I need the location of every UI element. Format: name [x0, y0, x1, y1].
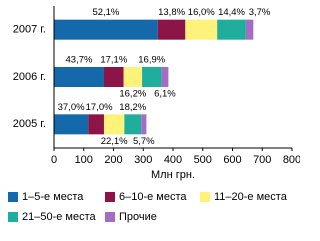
- x-tick-label: 700: [253, 154, 271, 166]
- share-label: 14,4%: [218, 7, 245, 18]
- legend-label: 6–10-е места: [119, 191, 187, 203]
- bar-segment: [54, 67, 104, 87]
- legend-swatch: [105, 212, 115, 222]
- legend-label: 21–50-е места: [22, 211, 97, 223]
- share-label: 16,2%: [119, 89, 146, 100]
- x-tick-label: 800: [283, 154, 300, 166]
- bar-segment: [141, 114, 147, 135]
- legend-swatch: [8, 192, 18, 202]
- legend-swatch: [200, 192, 210, 202]
- bar-segment: [54, 19, 158, 40]
- x-tick-label: 600: [223, 154, 241, 166]
- x-tick-label: 0: [51, 154, 57, 166]
- share-label: 43,7%: [66, 55, 93, 66]
- share-label: 17,0%: [86, 102, 113, 113]
- x-tick-label: 500: [194, 154, 212, 166]
- bar-segment: [142, 67, 162, 87]
- bar-segment: [103, 67, 124, 87]
- share-label: 52,1%: [92, 7, 119, 18]
- x-tick-label: 100: [75, 154, 93, 166]
- share-label: 6,1%: [154, 89, 176, 100]
- bar-segment: [124, 114, 142, 135]
- share-label: 3,7%: [249, 7, 271, 18]
- share-label: 22,1%: [101, 136, 128, 147]
- legend-label: 11–20-е места: [214, 191, 288, 203]
- x-tick-label: 400: [164, 154, 182, 166]
- bar-segment: [161, 67, 169, 87]
- legend-swatch: [8, 212, 18, 222]
- y-tick-label: 2007 г.: [13, 24, 46, 36]
- bar-segment: [245, 19, 254, 40]
- share-label: 37,0%: [58, 102, 85, 113]
- y-tick-label: 2006 г.: [13, 71, 46, 83]
- x-tick-label: 200: [104, 154, 122, 166]
- share-label: 16,9%: [138, 55, 165, 66]
- share-label: 18,2%: [119, 102, 146, 113]
- share-label: 5,7%: [133, 136, 155, 147]
- bar-segment: [185, 19, 218, 40]
- legend-label: Прочие: [119, 211, 157, 223]
- chart: Млн грн. 0 100 200 300 400 500 600 700 800 2005 г…: [8, 6, 300, 223]
- y-tick-label: 2005 г.: [13, 118, 46, 130]
- bar-segment: [54, 114, 89, 135]
- bar-segment: [217, 19, 246, 40]
- legend-label: 1–5-е места: [22, 191, 84, 203]
- legend-swatch: [105, 192, 115, 202]
- bar-segment: [88, 114, 104, 135]
- bar-segment: [103, 114, 125, 135]
- share-label: 17,1%: [100, 55, 127, 66]
- bar-segment: [123, 67, 143, 87]
- share-label: 16,0%: [188, 7, 215, 18]
- share-label: 13,8%: [158, 7, 185, 18]
- bar-segment: [157, 19, 186, 40]
- x-tick-label: 300: [134, 154, 152, 166]
- x-axis-title: Млн грн.: [151, 169, 195, 181]
